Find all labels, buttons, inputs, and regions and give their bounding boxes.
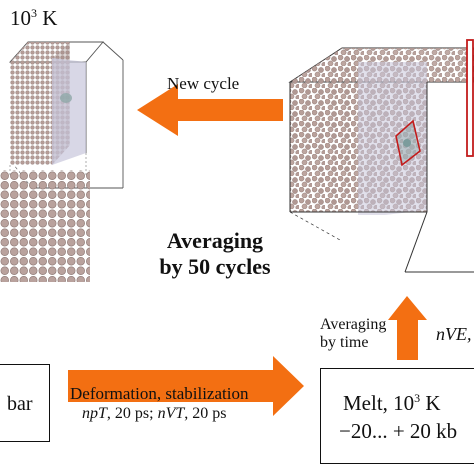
averaging-line-1: Averaging xyxy=(166,228,264,253)
averaging-time-line-1: Averaging xyxy=(320,316,387,333)
initial-state-text: bar xyxy=(7,393,33,415)
averaging-time-label: Averaging by time xyxy=(320,316,386,352)
melt-cell xyxy=(288,39,474,273)
crystal-temperature-label: 103 K xyxy=(10,6,58,30)
crystal-slab-face xyxy=(52,58,86,165)
initial-state-box: bar xyxy=(0,364,50,442)
averaging-time-line-2: by time xyxy=(320,334,369,351)
time-average-arrow xyxy=(388,296,427,360)
new-cycle-arrow xyxy=(137,84,283,136)
deformation-label: Deformation, stabilization xyxy=(70,384,249,403)
melt-frame-red xyxy=(395,119,421,167)
melt-defect xyxy=(403,139,411,147)
melt-state-box: Melt, 103 K −20... + 20 kb xyxy=(320,368,474,464)
deformation-arrow xyxy=(68,356,304,416)
pressure-range-label: −20... + 20 kb xyxy=(339,419,458,443)
crystal-section xyxy=(0,170,90,282)
crystal-cell xyxy=(8,41,124,189)
averaging-cycles-label: Averaging by 50 cycles xyxy=(148,228,282,280)
melt-temperature-label: Melt, 103 K xyxy=(343,391,441,415)
nve-label: nVE, xyxy=(436,324,472,344)
melt-inset-frame xyxy=(466,39,474,157)
ensemble-label: npT, 20 ps; nVT, 20 ps xyxy=(82,405,227,422)
crystal-defect xyxy=(60,93,72,103)
new-cycle-label: New cycle xyxy=(167,74,240,93)
averaging-line-2: by 50 cycles xyxy=(159,254,271,279)
